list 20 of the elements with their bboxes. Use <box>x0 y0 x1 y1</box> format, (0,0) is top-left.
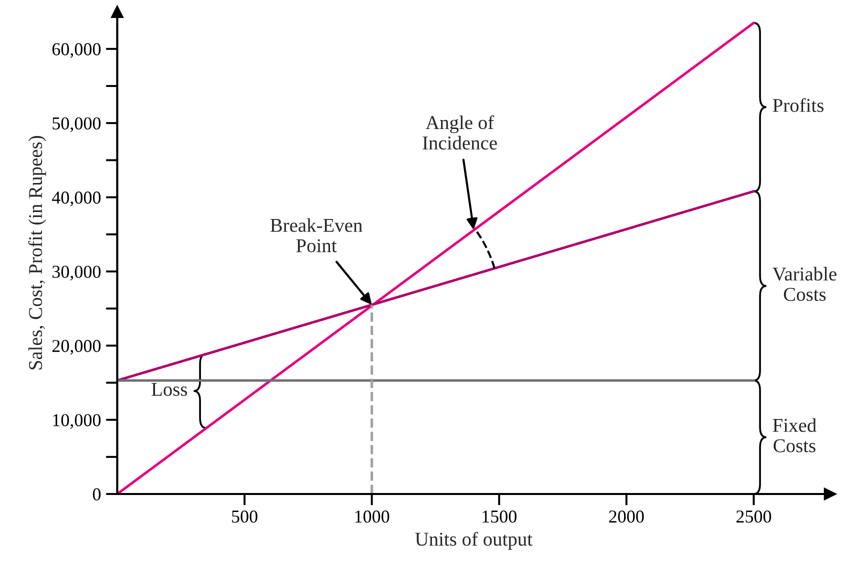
y-tick-label: 20,000 <box>52 340 101 355</box>
y-tick-label: 0 <box>92 488 101 500</box>
x-tick-label: 1000 <box>355 510 390 523</box>
annotation: Loss <box>152 382 188 396</box>
annotation: Break-Even Point <box>270 218 362 252</box>
x-axis-title: Units of output <box>415 532 532 550</box>
annotation: Fixed Costs <box>772 418 816 452</box>
x-tick-label: 2500 <box>736 510 772 523</box>
annotation: Profits <box>772 98 824 112</box>
y-tick-label: 10,000 <box>53 414 101 429</box>
annotation: Angle of Incidence <box>422 115 497 150</box>
x-tick-label: 500 <box>232 510 258 523</box>
annotation: Variable Costs <box>772 266 836 301</box>
y-tick-label: 30,000 <box>52 266 101 280</box>
y-tick-label: 50,000 <box>52 117 101 132</box>
y-tick-label: 60,000 <box>52 43 101 58</box>
y-axis-title: Sales, Cost, Profit (in Rupees) <box>28 136 46 370</box>
x-tick-label: 1500 <box>482 510 516 523</box>
x-tick-label: 2000 <box>609 510 644 523</box>
y-tick-label: 40,000 <box>52 192 101 206</box>
